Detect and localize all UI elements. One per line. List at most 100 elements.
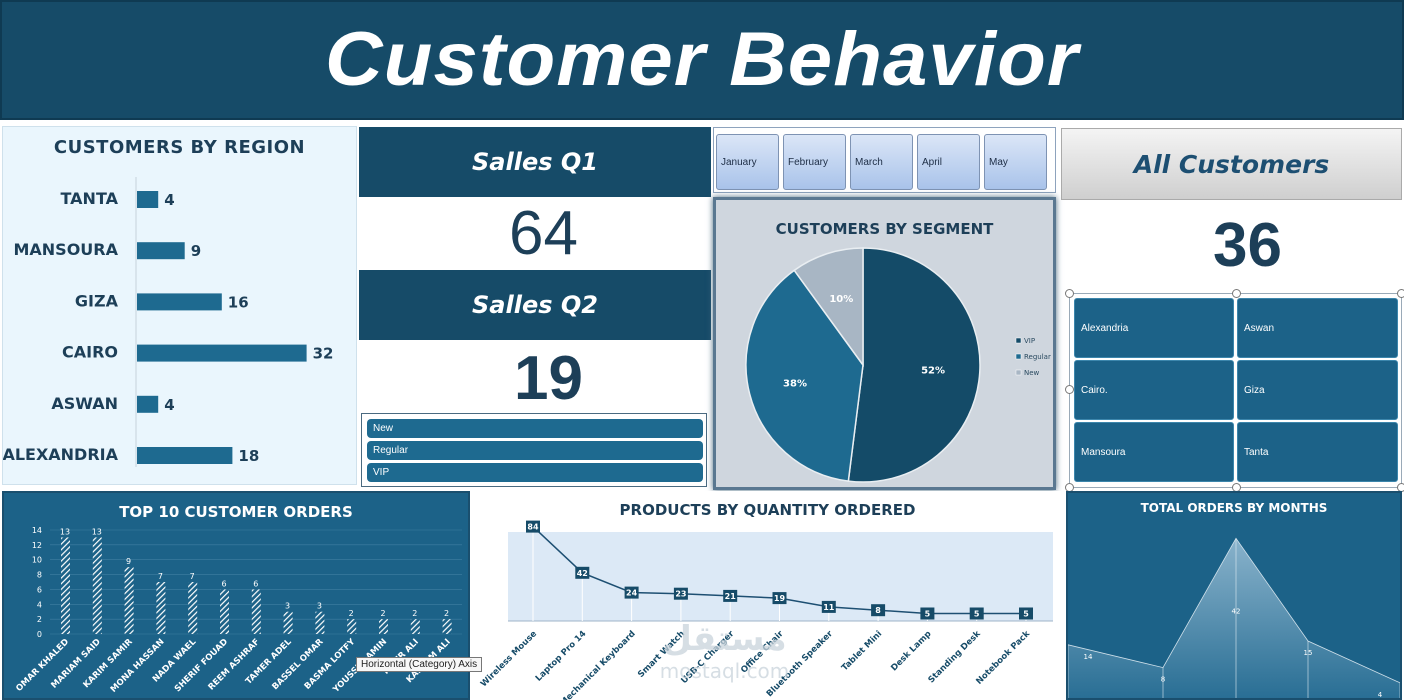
city-slicer: Alexandria Aswan Cairo. Giza Mansoura Ta… xyxy=(1065,289,1404,492)
products-data-marker xyxy=(821,600,836,613)
region-bar xyxy=(137,395,159,413)
top10-data-label: 2 xyxy=(444,609,449,618)
top10-y-tick: 8 xyxy=(37,571,42,580)
top10-data-label: 9 xyxy=(126,557,131,566)
top10-data-label: 2 xyxy=(380,609,385,618)
month-march-button[interactable]: March xyxy=(850,134,913,190)
segment-chart-panel[interactable]: CUSTOMERS BY SEGMENT 52% 38% 10% VIP Regular… xyxy=(713,197,1056,490)
products-data-marker xyxy=(526,520,540,533)
products-x-tick: Laptop Pro 14 xyxy=(534,629,589,684)
resize-handle[interactable] xyxy=(1065,289,1074,298)
products-plot-area xyxy=(508,532,1053,621)
sales-q1-header: Salles Q1 xyxy=(359,127,711,197)
products-data-label: 21 xyxy=(725,592,737,601)
city-aswan-button[interactable]: Aswan xyxy=(1237,298,1398,358)
pie-legend-swatch xyxy=(1015,369,1022,376)
pie-legend-swatch xyxy=(1015,353,1022,360)
months-chart-title: TOTAL ORDERS BY MONTHS xyxy=(1140,501,1328,515)
top10-data-label: 2 xyxy=(349,609,354,618)
region-bar xyxy=(137,447,233,464)
products-chart-panel[interactable]: PRODUCTS BY QUANTITY ORDERED 84 Wireless … xyxy=(474,491,1061,700)
top10-bar xyxy=(347,619,357,634)
top10-bar xyxy=(251,589,261,634)
products-x-tick: Desk Lamp xyxy=(889,629,933,673)
products-data-marker xyxy=(575,566,590,579)
segment-vip-button[interactable]: VIP xyxy=(367,463,703,482)
top10-data-label: 7 xyxy=(190,572,195,581)
sales-q2-label: Salles Q2 xyxy=(472,291,598,319)
segment-slicer: New Regular VIP xyxy=(361,413,707,487)
months-data-label: 42 xyxy=(1232,607,1241,615)
segment-chart-title: CUSTOMERS BY SEGMENT xyxy=(775,220,994,238)
pie-slice xyxy=(745,269,864,482)
products-x-tick: Wireless Mouse xyxy=(479,629,539,689)
products-data-label: 19 xyxy=(774,594,786,603)
month-slicer: January February March April May xyxy=(713,127,1056,193)
pie-data-label: 52% xyxy=(921,365,945,376)
city-cairo-button[interactable]: Cairo. xyxy=(1074,360,1234,420)
region-data-label: 9 xyxy=(191,242,201,260)
watermark-latin: mostaql.com xyxy=(659,659,790,683)
products-data-label: 5 xyxy=(1023,610,1029,619)
segment-pie-chart: 52% 38% 10% VIP Regular New xyxy=(745,247,1051,483)
resize-handle[interactable] xyxy=(1065,385,1074,394)
month-april-button[interactable]: April xyxy=(917,134,980,190)
region-tick-label: ASWAN xyxy=(51,394,118,413)
watermark-arabic: مستقل xyxy=(662,619,787,659)
products-data-marker xyxy=(920,607,935,620)
top10-y-tick: 2 xyxy=(37,615,42,624)
products-data-marker xyxy=(723,589,738,602)
products-data-label: 5 xyxy=(974,610,980,619)
city-mansoura-button[interactable]: Mansoura xyxy=(1074,422,1234,482)
products-data-label: 24 xyxy=(626,589,638,598)
city-giza-button[interactable]: Giza xyxy=(1237,360,1398,420)
products-data-label: 23 xyxy=(675,590,686,599)
products-data-label: 84 xyxy=(527,523,539,532)
top10-y-tick: 14 xyxy=(32,526,42,535)
all-customers-button[interactable]: All Customers xyxy=(1061,128,1402,200)
region-tick-label: GIZA xyxy=(75,291,119,310)
resize-handle[interactable] xyxy=(1232,289,1241,298)
products-x-tick: Tablet Mini xyxy=(840,629,884,673)
top10-x-tick: OMAR KHALED xyxy=(14,637,71,694)
region-chart-panel[interactable]: CUSTOMERS BY REGION TANTA 4 MANSOURA 9 GIZA 1… xyxy=(2,126,357,485)
products-data-marker xyxy=(871,604,886,617)
products-data-marker xyxy=(624,586,639,599)
city-tanta-button[interactable]: Tanta xyxy=(1237,422,1398,482)
top10-bar xyxy=(188,582,198,634)
top10-bar xyxy=(124,567,134,634)
top10-bar xyxy=(315,611,325,634)
top10-bar xyxy=(379,619,388,634)
dashboard-title: Customer Behavior xyxy=(325,17,1079,102)
segment-new-button[interactable]: New xyxy=(367,419,703,438)
month-january-button[interactable]: January xyxy=(716,134,779,190)
top10-x-tick: MONA HASSAN xyxy=(109,637,167,695)
month-february-button[interactable]: February xyxy=(783,134,846,190)
all-customers-label: All Customers xyxy=(1133,149,1330,179)
region-tick-label: MANSOURA xyxy=(13,240,118,259)
months-data-label: 14 xyxy=(1084,653,1093,661)
dashboard-header: Customer Behavior xyxy=(0,0,1404,120)
resize-handle[interactable] xyxy=(1397,289,1404,298)
pie-legend-swatch xyxy=(1015,337,1022,344)
pie-legend-label: New xyxy=(1024,369,1040,377)
months-data-label: 4 xyxy=(1378,691,1383,698)
region-data-label: 32 xyxy=(313,345,334,363)
city-alexandria-button[interactable]: Alexandria xyxy=(1074,298,1234,358)
products-data-label: 5 xyxy=(925,610,931,619)
months-chart-panel[interactable]: TOTAL ORDERS BY MONTHS 14 8 42 15 4 xyxy=(1066,491,1402,700)
top10-data-label: 6 xyxy=(221,579,226,588)
region-bar xyxy=(137,344,307,362)
all-customers-value: 36 xyxy=(1213,210,1282,280)
top10-bar xyxy=(283,611,293,634)
segment-regular-button[interactable]: Regular xyxy=(367,441,703,460)
pie-slice xyxy=(793,247,864,368)
pie-legend-label: Regular xyxy=(1024,353,1051,361)
top10-data-label: 3 xyxy=(285,602,290,611)
top10-bar xyxy=(92,537,102,634)
top10-y-tick: 0 xyxy=(37,630,42,639)
top10-chart-title: TOP 10 CUSTOMER ORDERS xyxy=(119,503,353,521)
month-may-button[interactable]: May xyxy=(984,134,1047,190)
sales-q1-label: Salles Q1 xyxy=(472,148,598,176)
months-area-chart: 14 8 42 15 4 xyxy=(1068,537,1400,698)
